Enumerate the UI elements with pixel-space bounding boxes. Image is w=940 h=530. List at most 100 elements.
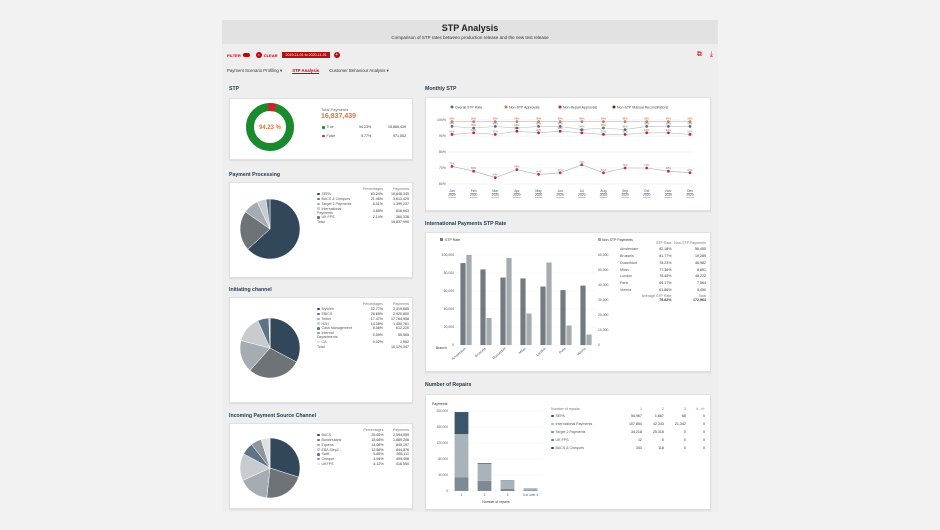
x-tick-label: 2020 bbox=[513, 193, 521, 197]
x-tick-label: 2020 bbox=[470, 193, 478, 197]
data-label: 66% bbox=[536, 169, 542, 173]
table-row: CA 0.02% 1,552 bbox=[316, 339, 410, 344]
payment-processing-table: Percentages Payments SEPA 63.24% 10,648,345… bbox=[316, 187, 410, 225]
y-tick-label: 200,000 bbox=[436, 409, 448, 413]
data-point bbox=[493, 176, 497, 179]
data-label: 71% bbox=[449, 161, 455, 165]
legend-dot bbox=[317, 448, 320, 451]
data-label: 96% bbox=[493, 121, 499, 125]
x-tick-label: Nov bbox=[665, 189, 671, 193]
clear-icon[interactable]: × bbox=[255, 52, 262, 58]
series-line bbox=[451, 126, 690, 130]
add-filter-icon[interactable]: + bbox=[333, 52, 340, 58]
x-tick-label: 2020 bbox=[535, 193, 543, 197]
legend-label: Non-STP Manual Reconciliations bbox=[617, 106, 669, 110]
intl-stp-chart: STP Rate Non-STP Payments 100,000 80,000 60,… bbox=[436, 238, 633, 361]
y-tick-label: 100% bbox=[437, 118, 446, 122]
donut-false-slice bbox=[246, 103, 294, 151]
initiating-channel-table: Percentages Payments MyWeb 32.77% 3,319,685… bbox=[316, 302, 410, 349]
open-external-icon[interactable]: ⧉ bbox=[696, 51, 702, 58]
legend-dot bbox=[551, 446, 554, 450]
payment-processing-pie bbox=[239, 198, 301, 260]
tab-customer-behaviour-analysis[interactable]: Customer Behaviour Analysis ▾ bbox=[329, 68, 389, 73]
data-label: 70% bbox=[644, 163, 650, 167]
data-point bbox=[602, 126, 605, 130]
legend-dot bbox=[317, 312, 320, 316]
data-label: 70% bbox=[622, 163, 628, 167]
data-label: 92% bbox=[579, 128, 585, 132]
legend-dot bbox=[317, 327, 320, 330]
data-point bbox=[666, 169, 670, 173]
y-tick-label: 80,000 bbox=[438, 457, 448, 461]
x-tick-label: 2020 bbox=[600, 193, 608, 197]
y-tick-label: 70% bbox=[439, 166, 446, 170]
data-label: 92% bbox=[536, 128, 542, 132]
filter-toggle[interactable] bbox=[242, 53, 250, 57]
clear-button[interactable]: CLEAR bbox=[263, 52, 278, 58]
table-row: Vienna 61.86% 5,450 bbox=[620, 287, 706, 292]
bar bbox=[486, 318, 492, 345]
y-tick-label: 40,000 bbox=[444, 307, 454, 311]
filter-label[interactable]: FILTER bbox=[227, 52, 241, 58]
x-tick-label: Milan bbox=[518, 347, 527, 355]
bar-segment bbox=[477, 480, 492, 491]
data-point bbox=[472, 126, 476, 130]
legend-dot bbox=[317, 331, 320, 335]
table-row: BACS & Cheques 21.46% 3,613,429 bbox=[316, 197, 410, 202]
data-point bbox=[623, 166, 627, 170]
stp-title: STP bbox=[229, 86, 240, 92]
legend-dot bbox=[317, 317, 320, 321]
legend-dot bbox=[317, 197, 320, 201]
data-label: 68% bbox=[471, 166, 477, 170]
legend-marker bbox=[440, 238, 443, 241]
x-tick-label: Paris bbox=[558, 347, 567, 355]
x-tick-label: 2020 bbox=[491, 193, 499, 197]
data-label: 91% bbox=[687, 129, 693, 133]
tab-payment-scenario-profiling[interactable]: Payment Scenario Profiling ▾ bbox=[227, 68, 283, 73]
x-tick-label: 2020 bbox=[556, 193, 564, 197]
table-row: Target 2 Payments 34,218 25,318 0 0 bbox=[550, 428, 706, 436]
data-point bbox=[602, 120, 605, 123]
table-row: Cash Management 6.06% 612,220 bbox=[316, 326, 410, 331]
legend-dot bbox=[317, 433, 320, 437]
initiating-channel-pie bbox=[239, 317, 301, 379]
x-tick-label: Jan bbox=[449, 189, 455, 193]
data-label: 67% bbox=[687, 168, 693, 172]
y2-tick-label: 20,000 bbox=[598, 313, 608, 317]
y-tick-label: 60% bbox=[439, 182, 446, 186]
x-tick-label: Amsterdam bbox=[451, 347, 467, 361]
bar bbox=[460, 263, 466, 345]
table-row: UKFPS 4.12% 416,550 bbox=[316, 461, 410, 466]
data-label: 69% bbox=[514, 165, 520, 169]
data-point bbox=[688, 125, 692, 128]
x-tick-label: 2020 bbox=[578, 193, 586, 197]
data-point bbox=[493, 120, 497, 123]
legend-dot bbox=[317, 322, 320, 325]
data-point bbox=[450, 133, 454, 136]
x-axis-label: Number of repairs bbox=[482, 500, 509, 504]
incoming-source-table: Percentages Payments BACS 25.65% 2,594,559 B… bbox=[316, 428, 410, 466]
branch-label: Branch bbox=[436, 346, 447, 350]
data-label: 96% bbox=[449, 121, 455, 125]
x-tick-label: Vienna bbox=[576, 347, 587, 357]
x-tick-label: 1 bbox=[461, 493, 463, 497]
table-row: Dusseldorf 78.23% 46,982 bbox=[620, 260, 706, 265]
x-tick-label: Mar bbox=[492, 189, 499, 193]
data-label: 99% bbox=[514, 117, 520, 121]
data-point bbox=[450, 125, 454, 128]
data-point bbox=[580, 120, 584, 123]
date-range-chip[interactable]: 2019-11-01 to 2020-11-01 bbox=[282, 52, 330, 58]
incoming-source-title: Incoming Payment Source Channel bbox=[229, 413, 317, 419]
y-tick-label: 0 bbox=[446, 489, 448, 493]
download-icon[interactable]: ⤓ bbox=[709, 51, 713, 58]
bar bbox=[560, 290, 566, 345]
data-label: 91% bbox=[622, 129, 628, 133]
tab-stp-analysis[interactable]: STP Analysis bbox=[292, 68, 320, 73]
table-row: Telbet 17.47% 17,764,958 bbox=[316, 316, 410, 321]
data-label: 99% bbox=[622, 117, 628, 121]
pie-slice bbox=[260, 437, 271, 469]
x-tick-label: Brussels bbox=[474, 347, 487, 359]
data-point bbox=[515, 129, 519, 133]
data-point bbox=[537, 120, 540, 123]
data-point bbox=[623, 133, 627, 136]
